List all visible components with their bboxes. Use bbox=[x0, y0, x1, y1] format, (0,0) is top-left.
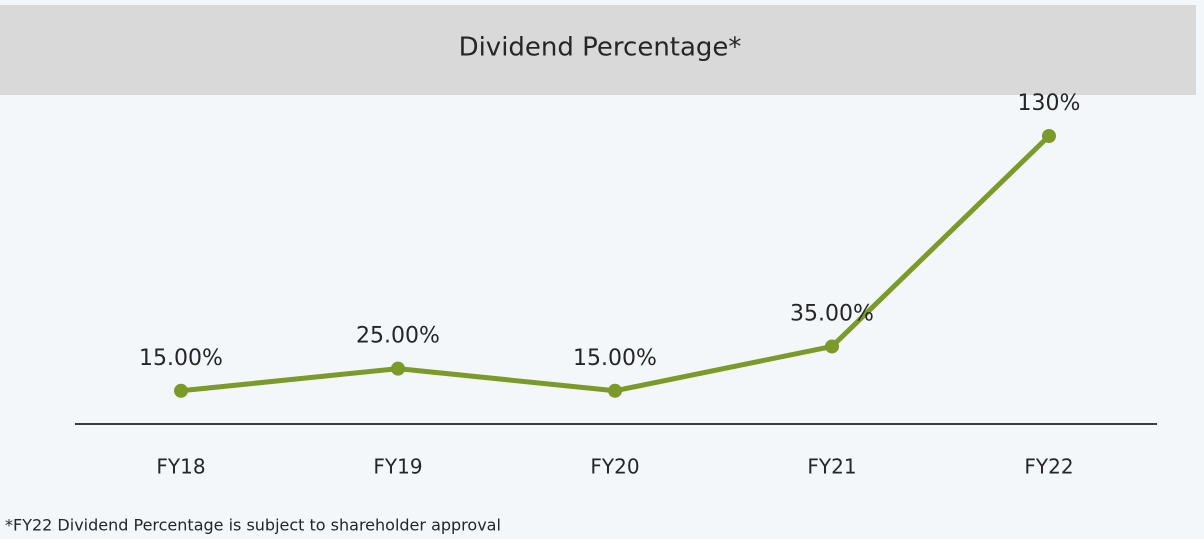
chart-title: Dividend Percentage* bbox=[459, 33, 742, 63]
data-label: 35.00% bbox=[790, 301, 874, 326]
footnote: *FY22 Dividend Percentage is subject to … bbox=[5, 516, 501, 535]
data-label: 130% bbox=[1018, 91, 1081, 116]
x-tick-label: FY20 bbox=[590, 455, 639, 479]
data-point bbox=[1042, 129, 1056, 143]
data-label: 25.00% bbox=[356, 324, 440, 349]
x-tick-label: FY21 bbox=[807, 455, 856, 479]
data-label: 15.00% bbox=[573, 346, 657, 371]
data-point bbox=[608, 383, 622, 398]
data-label: 15.00% bbox=[139, 346, 223, 371]
x-tick-label: FY18 bbox=[156, 455, 205, 479]
data-point bbox=[825, 339, 839, 354]
data-point bbox=[174, 383, 188, 398]
x-tick-label: FY19 bbox=[373, 455, 422, 479]
title-band bbox=[0, 5, 1196, 95]
x-tick-label: FY22 bbox=[1024, 455, 1073, 479]
data-point bbox=[391, 361, 405, 376]
